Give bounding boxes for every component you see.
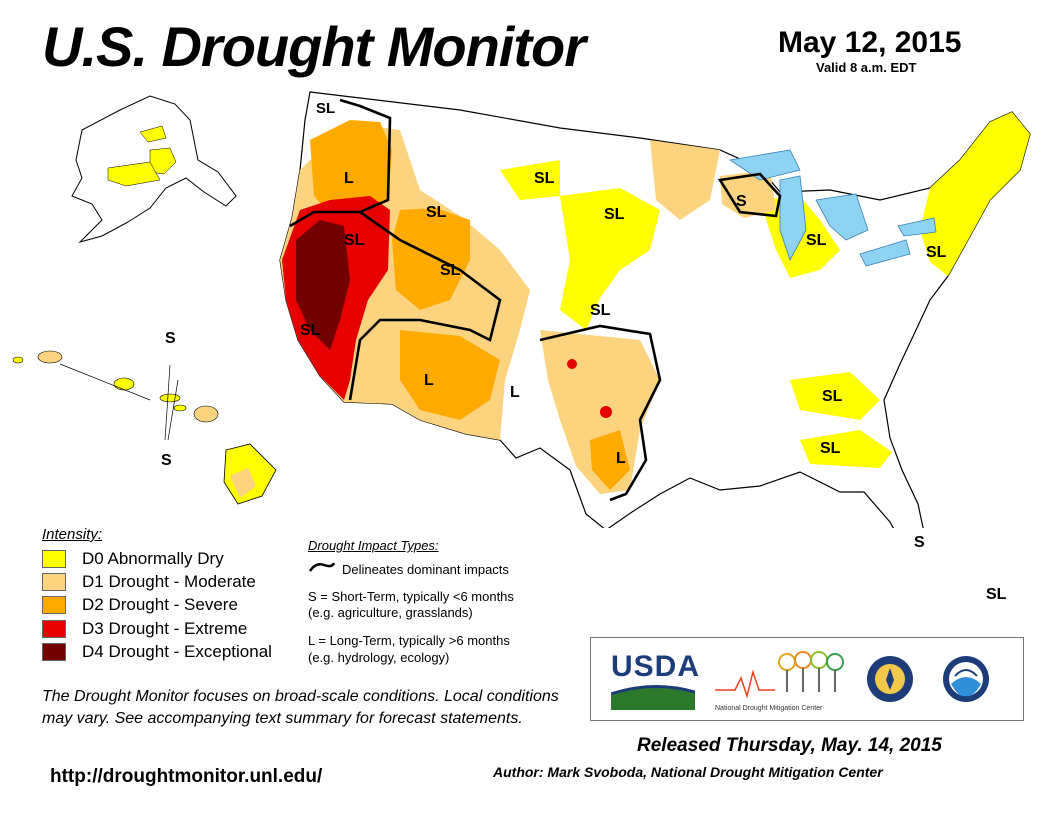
usda-logo-text: USDA	[611, 650, 701, 683]
map-label-new-york: SL	[926, 244, 947, 261]
map-label-california: SL	[300, 322, 321, 339]
author-credit: Author: Mark Svoboda, National Drought M…	[493, 764, 883, 780]
map-label-hawaii-short: S	[161, 452, 172, 469]
noaa-logo-icon	[941, 654, 991, 709]
ndmc-logo: National Drought Mitigation Center	[715, 650, 845, 712]
map-date: May 12, 2015	[778, 26, 962, 59]
map-label-utah: SL	[440, 262, 461, 279]
legend-item-d4: D4 Drought - Exceptional	[42, 642, 272, 662]
map-label-oregon: L	[344, 170, 354, 187]
map-label-hawaii: S	[165, 330, 176, 347]
map-title: U.S. Drought Monitor	[42, 15, 586, 78]
usda-logo: USDA	[610, 650, 701, 715]
map-label-idaho: SL	[426, 204, 447, 221]
conus-region	[279, 91, 1031, 528]
ndmc-logo-text: National Drought Mitigation Center	[715, 705, 823, 712]
legend-swatch-d1	[42, 573, 66, 591]
map-label-new-mexico: L	[510, 384, 520, 401]
impact-short-term: S = Short-Term, typically <6 months	[308, 589, 514, 604]
legend-label-d4: D4 Drought - Exceptional	[82, 642, 272, 661]
map-label-wisconsin: S	[736, 193, 747, 210]
map-label-washington: SL	[316, 100, 336, 117]
legend-item-d3: D3 Drought - Extreme	[42, 619, 247, 639]
map-label-arizona: L	[424, 372, 434, 389]
legend-item-d1: D1 Drought - Moderate	[42, 572, 256, 592]
release-date: Released Thursday, May. 14, 2015	[637, 735, 942, 756]
usda-swoosh-icon	[610, 685, 696, 710]
impact-delineates: Delineates dominant impacts	[342, 562, 509, 577]
valid-time: Valid 8 a.m. EDT	[816, 60, 917, 75]
impact-long-term: L = Long-Term, typically >6 months	[308, 633, 510, 648]
impact-types-title: Drought Impact Types:	[308, 538, 439, 553]
legend-label-d0: D0 Abnormally Dry	[82, 549, 224, 568]
impact-short-term-example: (e.g. agriculture, grasslands)	[308, 605, 473, 620]
map-label-south-dakota: SL	[604, 206, 625, 223]
map-label-carolinas: SL	[822, 388, 843, 405]
legend-label-d2: D2 Drought - Severe	[82, 595, 238, 614]
legend-swatch-d0	[42, 550, 66, 568]
legend-label-d1: D1 Drought - Moderate	[82, 572, 256, 591]
website-link[interactable]: http://droughtmonitor.unl.edu/	[50, 766, 323, 787]
legend-swatch-d4	[42, 643, 66, 661]
agency-logos: USDA National Drought Mitigation Center	[590, 637, 1024, 721]
legend-item-d0: D0 Abnormally Dry	[42, 549, 224, 569]
hawaii-region	[12, 350, 277, 505]
legend-title: Intensity:	[42, 526, 103, 543]
drought-map	[12, 91, 1031, 528]
map-label-georgia: SL	[820, 440, 841, 457]
map-label-puerto-rico: SL	[986, 586, 1007, 603]
commerce-seal-icon	[865, 654, 915, 709]
ndmc-trees-icon	[715, 651, 844, 699]
impact-line-icon	[308, 562, 336, 572]
legend-swatch-d3	[42, 620, 66, 638]
disclaimer-note: The Drought Monitor focuses on broad-sca…	[42, 688, 559, 727]
impact-long-term-example: (e.g. hydrology, ecology)	[308, 650, 450, 665]
legend-label-d3: D3 Drought - Extreme	[82, 619, 248, 638]
map-label-florida: S	[914, 534, 925, 551]
map-label-texas: L	[616, 450, 626, 467]
map-label-north-dakota: SL	[534, 170, 555, 187]
legend-item-d2: D2 Drought - Severe	[42, 595, 238, 615]
legend-swatch-d2	[42, 596, 66, 614]
map-label-nevada-north: SL	[344, 232, 365, 249]
alaska-region	[71, 95, 237, 243]
map-label-kansas: SL	[590, 302, 611, 319]
map-label-michigan: SL	[806, 232, 827, 249]
